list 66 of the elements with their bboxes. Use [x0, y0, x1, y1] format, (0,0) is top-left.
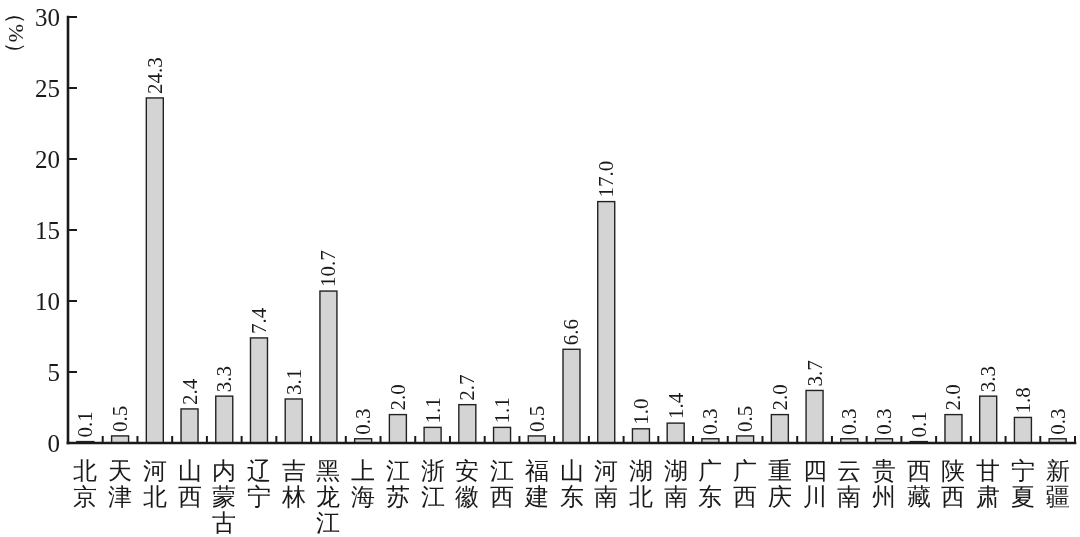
x-tick-label: 浙江: [420, 458, 445, 510]
data-label: 24.3: [142, 57, 167, 94]
x-tick-label: 贵州: [872, 458, 897, 510]
data-label: 0.3: [837, 408, 862, 435]
x-tick-label: 河北: [142, 458, 167, 510]
data-label: 2.4: [177, 378, 202, 405]
data-label: 3.1: [281, 368, 306, 395]
x-tick-label: 云南: [837, 458, 862, 510]
x-tick-label: 安徽: [455, 458, 480, 510]
x-tick-label: 宁夏: [1010, 458, 1035, 510]
data-label: 0.5: [733, 405, 758, 432]
x-tick-label: 山西: [177, 458, 202, 510]
x-tick-label: 内蒙古: [212, 458, 237, 536]
x-tick-label: 西藏: [906, 458, 931, 510]
data-label: 0.3: [698, 408, 723, 435]
y-tick-label: 5: [47, 358, 60, 386]
data-label: 0.1: [906, 411, 931, 438]
data-label: 1.1: [490, 397, 515, 424]
data-label: 0.5: [108, 405, 133, 432]
x-tick-label: 吉林: [280, 458, 306, 510]
x-tick-label: 天津: [108, 458, 133, 510]
x-tick-label: 江西: [490, 458, 515, 510]
x-tick-label: 湖北: [628, 458, 653, 510]
x-tick-label: 四川: [802, 458, 827, 510]
data-label: 1.1: [420, 397, 445, 424]
data-label: 1.4: [663, 392, 688, 420]
y-tick-label: 15: [35, 216, 60, 244]
x-tick-label: 辽宁: [246, 458, 271, 510]
data-label: 0.5: [524, 405, 549, 432]
data-label: 3.7: [802, 360, 827, 387]
x-tick-label: 福建: [523, 458, 549, 510]
x-tick-label: 广东: [698, 458, 723, 510]
x-tick-label: 山东: [559, 458, 584, 510]
y-tick-label: 10: [35, 287, 60, 315]
data-label: 0.1: [73, 411, 98, 438]
x-tick-label: 新疆: [1045, 458, 1070, 510]
x-tick-label: 上海: [351, 458, 376, 510]
y-axis-title: （%）: [3, 2, 29, 65]
data-label: 3.3: [976, 365, 1001, 393]
data-label: 7.4: [246, 307, 271, 334]
data-label: 3.3: [212, 365, 237, 393]
data-label: 0.3: [872, 408, 897, 435]
x-tick-label: 江苏: [385, 458, 410, 510]
data-label: 17.0: [594, 160, 619, 198]
data-label: 6.6: [559, 319, 584, 346]
data-label: 1.8: [1010, 387, 1035, 414]
x-tick-label: 重庆: [767, 458, 792, 510]
x-tick-label: 黑龙江: [316, 458, 341, 536]
data-label: 10.7: [316, 250, 341, 288]
x-tick-label: 湖南: [663, 458, 688, 510]
y-tick-label: 0: [47, 429, 60, 457]
data-label: 2.7: [455, 374, 480, 401]
x-tick-label: 广西: [733, 458, 758, 510]
data-label: 2.0: [385, 384, 410, 411]
data-label: 1.0: [628, 398, 653, 425]
x-tick-label: 河南: [594, 458, 619, 510]
x-tick-label: 陕西: [941, 458, 966, 510]
data-label: 2.0: [767, 384, 792, 411]
y-tick-label: 25: [35, 74, 60, 102]
data-label: 0.3: [351, 408, 376, 435]
x-tick-label: 北京: [73, 458, 98, 510]
y-tick-label: 30: [35, 3, 60, 31]
x-tick-label: 甘肃: [976, 458, 1001, 510]
y-tick-label: 20: [35, 145, 60, 173]
data-label: 2.0: [941, 384, 966, 411]
data-label: 0.3: [1045, 408, 1070, 435]
